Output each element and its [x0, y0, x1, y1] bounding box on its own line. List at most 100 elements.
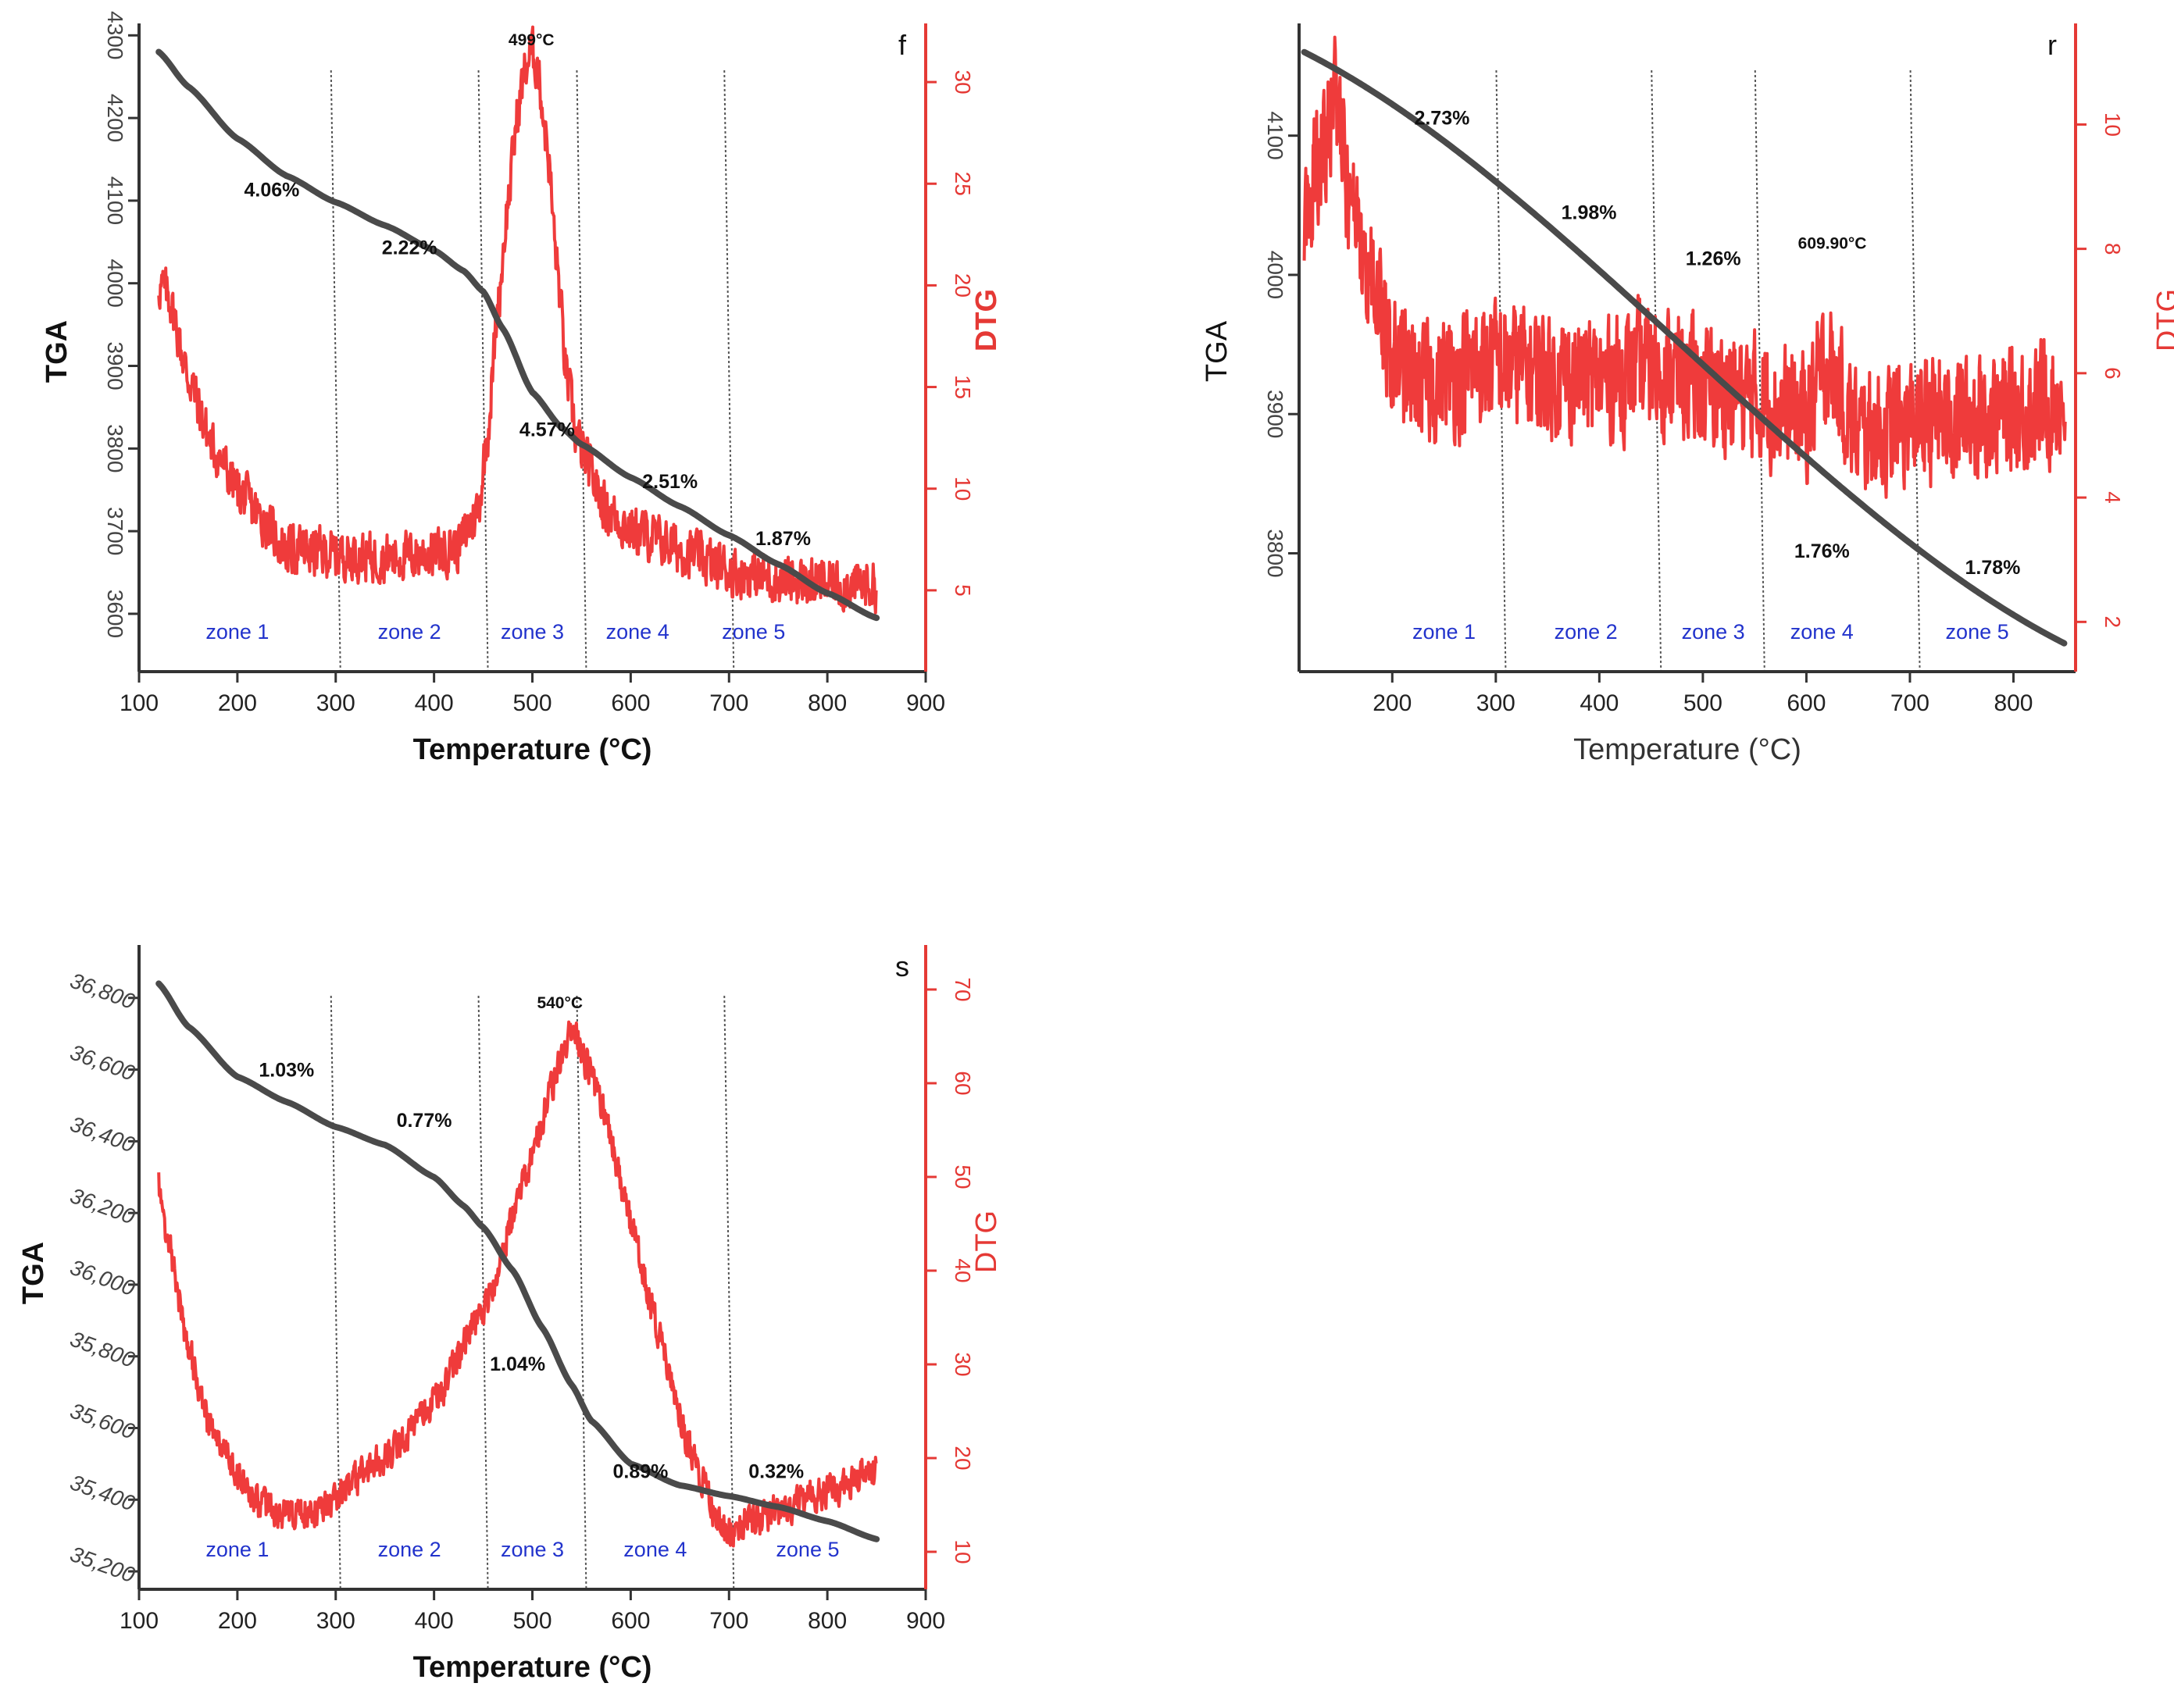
panel-letter-f: f [898, 29, 907, 61]
x-tick-label-r-400: 400 [1580, 690, 1619, 716]
zone-label-s-2: zone 2 [378, 1538, 441, 1561]
x-tick-label-r-300: 300 [1476, 690, 1515, 716]
zone-label-f-5: zone 5 [722, 620, 785, 644]
y2-tick-label-s-70: 70 [951, 977, 975, 1001]
y-axis-title-s: TGA [17, 1242, 50, 1304]
mass-loss-label-s-1: 1.03% [259, 1060, 314, 1082]
dtg-series-line-s [157, 1020, 878, 1548]
y2-tick-label-f-15: 15 [951, 375, 975, 399]
zone-label-s-5: zone 5 [776, 1538, 839, 1561]
panel-letter-r: r [2047, 29, 2057, 61]
y2-tick-label-s-50: 50 [951, 1164, 975, 1189]
y2-tick-label-s-10: 10 [951, 1539, 975, 1564]
x-tick-label-s-400: 400 [415, 1608, 454, 1634]
x-tick-label-s-800: 800 [808, 1608, 847, 1634]
x-tick-label-s-600: 600 [611, 1608, 650, 1634]
y2-tick-label-s-30: 30 [951, 1352, 975, 1376]
zone-divider-s-3 [576, 995, 587, 1590]
x-tick-label-r-800: 800 [1994, 690, 2033, 716]
zone-label-r-2: zone 2 [1555, 620, 1618, 644]
zone-label-r-5: zone 5 [1946, 620, 2009, 644]
zone-divider-f-1 [330, 70, 341, 672]
y-tick-label-s-36,400: 36,400 [67, 1111, 138, 1157]
y-tick-label-s-36,000: 36,000 [67, 1255, 138, 1301]
x-tick-label-s-500: 500 [512, 1608, 552, 1634]
x-tick-label-f-400: 400 [415, 690, 454, 716]
x-axis-title-r: Temperature (°C) [1573, 733, 1801, 766]
y-tick-label-s-36,800: 36,800 [67, 968, 138, 1014]
y-tick-label-s-36,200: 36,200 [67, 1183, 138, 1229]
y-tick-label-s-36,600: 36,600 [67, 1039, 138, 1086]
y-tick-label-f-3800: 3800 [103, 424, 127, 472]
zone-divider-s-1 [330, 995, 341, 1590]
y-tick-label-f-4300: 4300 [103, 11, 127, 59]
zone-divider-f-4 [723, 70, 735, 672]
mass-loss-label-f-2: 2.22% [382, 237, 437, 259]
x-tick-label-r-600: 600 [1787, 690, 1826, 716]
y-tick-label-s-35,600: 35,600 [67, 1398, 138, 1444]
mass-loss-label-s-2: 0.77% [397, 1110, 452, 1132]
y-tick-label-f-3600: 3600 [103, 590, 127, 638]
y-tick-label-f-4200: 4200 [103, 94, 127, 142]
y-tick-label-f-4100: 4100 [103, 177, 127, 225]
x-tick-label-f-700: 700 [709, 690, 748, 716]
y2-tick-label-s-40: 40 [951, 1258, 975, 1282]
y-tick-label-f-3700: 3700 [103, 507, 127, 555]
mass-loss-label-f-4: 2.51% [642, 471, 698, 493]
y-tick-label-f-3900: 3900 [103, 341, 127, 390]
x-tick-label-s-900: 900 [906, 1608, 945, 1634]
y-tick-label-s-35,800: 35,800 [67, 1327, 138, 1373]
y2-tick-label-f-5: 5 [951, 584, 975, 597]
x-tick-label-r-500: 500 [1683, 690, 1722, 716]
zone-divider-s-2 [477, 995, 489, 1590]
x-axis-title-f: Temperature (°C) [413, 733, 652, 766]
y2-axis-title-r: DTG [2151, 289, 2174, 351]
x-tick-label-f-200: 200 [218, 690, 257, 716]
x-tick-label-f-500: 500 [512, 690, 552, 716]
mass-loss-label-f-5: 1.87% [755, 528, 811, 550]
x-tick-label-f-900: 900 [906, 690, 945, 716]
x-tick-label-f-800: 800 [808, 690, 847, 716]
zone-divider-f-3 [576, 70, 587, 672]
y2-tick-label-s-20: 20 [951, 1446, 975, 1470]
chart-r-svg: 200 300 400 500 600 700 800 3800 3900 4000 4100 2 4 6… [1201, 23, 2174, 766]
y2-tick-label-r-2: 2 [2101, 616, 2125, 629]
y-axis-title-f: TGA [41, 320, 73, 383]
x-axis-title-s: Temperature (°C) [413, 1651, 652, 1684]
mass-loss-label-r-4: 1.76% [1794, 540, 1850, 562]
y2-tick-label-f-30: 30 [951, 70, 975, 94]
zone-divider-f-2 [477, 70, 489, 672]
x-tick-label-f-600: 600 [611, 690, 650, 716]
y-tick-label-r-3800: 3800 [1263, 529, 1287, 577]
zone-label-f-3: zone 3 [501, 620, 564, 644]
mass-loss-label-s-4: 0.89% [613, 1461, 669, 1483]
mass-loss-label-f-3: 4.57% [519, 419, 575, 440]
zone-label-f-4: zone 4 [606, 620, 669, 644]
tga-series-line-f [155, 48, 880, 622]
peak-label-f: 499°C [509, 31, 555, 49]
y2-tick-label-r-6: 6 [2101, 367, 2125, 380]
tga-series-line-s [155, 980, 880, 1542]
x-tick-label-r-200: 200 [1373, 690, 1412, 716]
zone-divider-r-3 [1754, 70, 1765, 672]
y2-tick-label-f-20: 20 [951, 273, 975, 298]
x-tick-label-s-200: 200 [218, 1608, 257, 1634]
y-tick-label-s-35,200: 35,200 [67, 1542, 138, 1588]
y2-tick-label-s-60: 60 [951, 1071, 975, 1095]
dtg-series-line-f [157, 25, 878, 615]
y-axis-title-r: TGA [1201, 320, 1233, 382]
chart-panel-f: 100 200 300 400 500 600 700 800 900 3600 3700 3800 3… [0, 0, 1016, 812]
y-tick-label-r-4100: 4100 [1263, 112, 1287, 160]
y2-tick-label-f-25: 25 [951, 172, 975, 196]
tga-series-line-r [1301, 48, 2068, 647]
zone-label-s-3: zone 3 [501, 1538, 564, 1561]
mass-loss-label-r-1: 2.73% [1414, 107, 1469, 129]
chart-panel-s: 100 200 300 400 500 600 700 800 900 35,200 35,400 3… [0, 914, 1016, 1708]
zone-label-f-2: zone 2 [378, 620, 441, 644]
zone-label-r-3: zone 3 [1682, 620, 1745, 644]
y2-tick-label-f-10: 10 [951, 476, 975, 501]
peak-label-s: 540°C [537, 994, 583, 1012]
x-tick-label-f-100: 100 [120, 690, 159, 716]
zone-divider-r-4 [1909, 70, 1921, 672]
dtg-series-line-r [1302, 35, 2067, 499]
